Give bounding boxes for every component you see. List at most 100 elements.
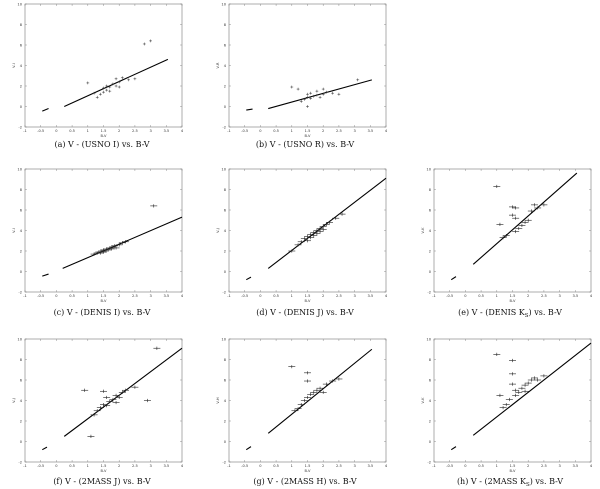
x-tick-label: 1 <box>87 129 89 133</box>
panel-caption: (a) V - (USNO I) vs. B-V <box>54 140 149 149</box>
y-tick-label: -2 <box>222 460 226 464</box>
x-tick-label: 3.5 <box>163 294 169 298</box>
panel-caption: (c) V - (DENIS I) vs. B-V <box>54 308 151 317</box>
caption-text: (b) V - (USNO R) vs. B-V <box>256 140 354 149</box>
y-tick-label: 8 <box>20 188 23 192</box>
x-tick-label: -1 <box>23 464 27 468</box>
panel-caption: (g) V - (2MASS H) vs. B-V <box>253 477 357 486</box>
reference-dash <box>42 446 48 451</box>
x-tick-label: 0 <box>464 464 467 468</box>
x-tick-label: 4 <box>385 129 388 133</box>
x-tick-label: 1.5 <box>305 129 311 133</box>
x-tick-label: 1.5 <box>305 464 311 468</box>
y-tick-label: 4 <box>20 64 23 68</box>
y-tick-label: 2 <box>224 419 226 423</box>
y-tick-label: 4 <box>20 229 23 233</box>
panel-denis-j: -1 -0.5 0 0.5 1 1.5 2 2.5 3 3.5 4 -2 0 2 4 6 8 10 B-V V-J (d… <box>216 167 388 317</box>
x-tick-label: 2 <box>322 129 324 133</box>
y-tick-label: 8 <box>224 358 227 362</box>
x-tick-label: 0.5 <box>273 129 279 133</box>
y-axis-label: V-I <box>12 228 16 233</box>
x-tick-label: -1 <box>227 294 231 298</box>
caption-text: (c) V - (DENIS I) vs. B-V <box>54 308 151 317</box>
y-tick-label: 0 <box>224 270 227 274</box>
plot-frame <box>24 168 183 293</box>
x-tick-label: 0.5 <box>273 294 279 298</box>
x-tick-label: 2.5 <box>541 464 547 468</box>
x-tick-label: 2 <box>118 464 120 468</box>
y-tick-label: 2 <box>224 84 226 88</box>
x-tick-label: -1 <box>227 129 231 133</box>
x-tick-label: 1 <box>496 294 498 298</box>
y-tick-label: 0 <box>224 440 227 444</box>
caption-tail: ) vs. B-V <box>529 308 563 317</box>
x-tick-label: 2 <box>527 294 529 298</box>
x-tick-label: 3 <box>558 294 560 298</box>
y-tick-label: 0 <box>429 440 432 444</box>
y-tick-label: 6 <box>429 378 432 382</box>
y-axis-label: V-J <box>12 398 16 403</box>
x-tick-label: 3 <box>558 464 560 468</box>
y-tick-label: 8 <box>429 188 432 192</box>
y-tick-label: 0 <box>20 270 23 274</box>
y-tick-label: 6 <box>224 208 227 212</box>
x-tick-label: -1 <box>23 294 27 298</box>
y-tick-label: 6 <box>20 378 23 382</box>
x-tick-label: 0.5 <box>273 464 279 468</box>
x-tick-label: 3 <box>149 129 151 133</box>
x-tick-label: 0.5 <box>478 294 484 298</box>
y-axis-label: V-I <box>12 63 16 68</box>
caption-text: (d) V - (DENIS J) vs. B-V <box>256 308 354 317</box>
fit-line <box>267 177 387 269</box>
x-tick-label: 3 <box>353 294 355 298</box>
y-tick-label: 8 <box>20 23 23 27</box>
y-tick-label: 8 <box>20 358 23 362</box>
x-tick-label: 0 <box>55 464 58 468</box>
x-tick-label: 0 <box>464 294 467 298</box>
y-tick-label: 8 <box>429 358 432 362</box>
y-tick-label: 0 <box>429 270 432 274</box>
panel-usno-r: -1 -0.5 0 0.5 1 1.5 2 2.5 3 3.5 4 -2 0 2 4 6 8 10 B-V V-R (b… <box>216 2 388 149</box>
panel-2mass-j: -1 -0.5 0 0.5 1 1.5 2 2.5 3 3.5 4 -2 0 2 4 6 8 10 B-V V-J (f… <box>12 337 184 486</box>
x-tick-label: 2.5 <box>336 129 342 133</box>
x-tick-label: 2.5 <box>541 294 547 298</box>
fit-line <box>472 172 578 265</box>
panel-denis-ks: -1 -0.5 0 0.5 1 1.5 2 2.5 3 3.5 4 -2 0 2 4 6 8 10 B-V V-K (e… <box>421 167 593 319</box>
x-tick-label: 1 <box>291 294 293 298</box>
x-tick-label: 4 <box>181 464 184 468</box>
x-tick-label: 2 <box>527 464 529 468</box>
x-tick-label: 0.5 <box>69 129 75 133</box>
x-tick-label: 1.5 <box>101 464 107 468</box>
x-tick-label: 0 <box>55 294 58 298</box>
x-tick-label: -0.5 <box>446 294 453 298</box>
reference-dash <box>42 108 49 112</box>
caption-text: (a) V - (USNO I) vs. B-V <box>54 140 149 149</box>
y-tick-label: 10 <box>221 167 226 171</box>
y-tick-label: 10 <box>17 2 22 6</box>
x-tick-label: 0 <box>259 129 262 133</box>
x-tick-label: -0.5 <box>37 129 44 133</box>
x-tick-label: 4 <box>590 294 593 298</box>
x-tick-label: -1 <box>227 464 231 468</box>
x-tick-label: 1 <box>291 129 293 133</box>
y-tick-label: 6 <box>429 208 432 212</box>
reference-dash <box>450 276 457 281</box>
x-axis-label: B-V <box>304 469 311 473</box>
caption-subscript: S <box>525 313 529 319</box>
x-tick-label: 3.5 <box>367 294 373 298</box>
y-tick-label: 10 <box>221 2 226 6</box>
y-tick-label: 6 <box>20 208 23 212</box>
x-tick-label: -0.5 <box>37 464 44 468</box>
x-tick-label: 0.5 <box>478 464 484 468</box>
y-tick-label: 0 <box>20 440 23 444</box>
y-tick-label: -2 <box>427 460 431 464</box>
y-axis-label: V-K <box>421 397 425 404</box>
x-tick-label: 0 <box>259 294 262 298</box>
y-tick-label: 4 <box>429 229 432 233</box>
x-tick-label: -0.5 <box>446 464 453 468</box>
y-tick-label: 4 <box>224 64 227 68</box>
x-tick-label: 1.5 <box>510 294 516 298</box>
y-tick-label: 2 <box>429 419 431 423</box>
y-tick-label: 4 <box>429 399 432 403</box>
